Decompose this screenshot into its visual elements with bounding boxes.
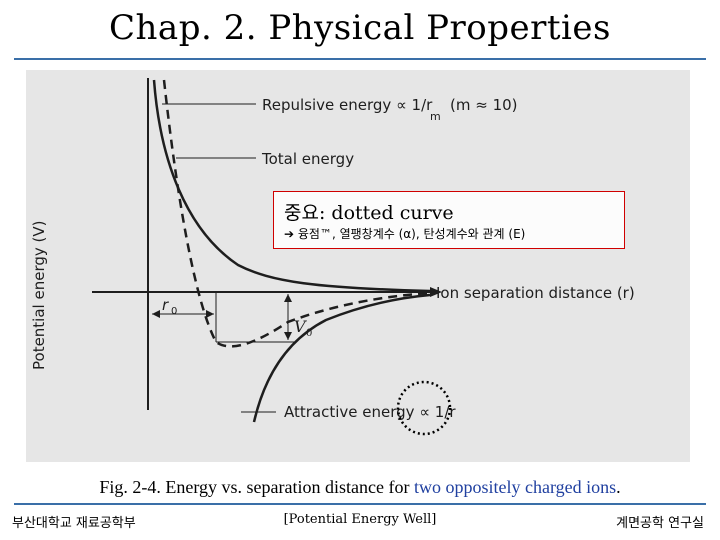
r0-label: r — [162, 296, 169, 314]
footer-right: 계면공학 연구실 — [616, 516, 704, 531]
caption-main: Fig. 2-4. Energy vs. separation distance… — [99, 477, 414, 497]
repulsive-label: Repulsive energy ∝ 1/r — [262, 96, 433, 114]
total-energy-label: Total energy — [261, 150, 354, 168]
potential-energy-diagram: Potential energy (V) Repulsive energy ∝ … — [26, 70, 690, 462]
repulsive-curve — [152, 79, 431, 293]
attractive-label: Attractive energy ∝ 1/r — [284, 403, 456, 421]
figure-caption: Fig. 2-4. Energy vs. separation distance… — [0, 477, 720, 498]
callout-title: 중요: dotted curve — [284, 202, 454, 224]
r0-subscript: 0 — [171, 306, 177, 317]
caption-highlight: two oppositely charged ions — [413, 477, 617, 497]
repulsive-note: (m ≈ 10) — [450, 96, 518, 114]
caption-end: . — [616, 477, 621, 497]
attractive-curve — [252, 293, 431, 423]
header-divider — [14, 58, 706, 60]
dotted-highlight-circle — [396, 380, 452, 436]
v0-label: V — [294, 317, 307, 336]
footer-divider — [14, 503, 706, 505]
x-axis-label: Ion separation distance (r) — [436, 284, 635, 302]
repulsive-exponent: m — [430, 110, 441, 123]
x-axis-arrow — [430, 287, 442, 297]
footer-left: 부산대학교 재료공학부 — [12, 516, 136, 531]
figure-background — [26, 70, 690, 462]
callout-box: 중요: dotted curve ➔ 융점™, 열팽창계수 (α), 탄성계수와… — [273, 191, 625, 249]
footer-center: [Potential Energy Well] — [283, 512, 437, 527]
y-axis-label: Potential energy (V) — [30, 221, 48, 370]
callout-subtitle: ➔ 융점™, 열팽창계수 (α), 탄성계수와 관계 (E) — [284, 227, 526, 241]
v0-subscript: 0 — [306, 328, 312, 339]
total-energy-curve — [162, 79, 431, 348]
slide-title: Chap. 2. Physical Properties — [109, 8, 611, 48]
